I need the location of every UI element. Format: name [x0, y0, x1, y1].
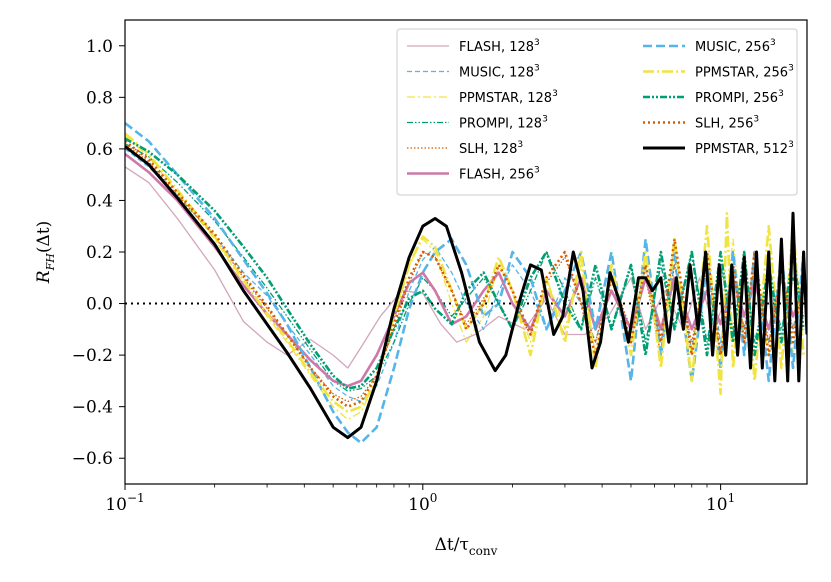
- series-line-ppmstar-512: [125, 145, 807, 440]
- y-tick-label: 0.8: [86, 88, 113, 108]
- legend-label: PROMPI, 1283: [459, 115, 548, 132]
- x-tick-label: 10−1: [105, 491, 144, 515]
- legend-label: FLASH, 1283: [459, 38, 540, 55]
- legend-label: FLASH, 2563: [459, 166, 540, 183]
- legend-label: PROMPI, 2563: [695, 89, 784, 106]
- series-line-music-256: [125, 122, 805, 445]
- legend-label: MUSIC, 1283: [459, 64, 540, 81]
- legend-label: SLH, 2563: [695, 115, 759, 132]
- series-line-slh-256: [125, 140, 805, 408]
- legend-label: PPMSTAR, 1283: [459, 89, 558, 106]
- y-tick-label: 0.4: [86, 191, 113, 211]
- legend-label: MUSIC, 2563: [695, 38, 776, 55]
- legend-label: PPMSTAR, 2563: [695, 64, 794, 81]
- series-line-ppmstar-256: [125, 132, 805, 414]
- legend-box: [396, 28, 798, 196]
- y-tick-label: 0.6: [86, 140, 113, 160]
- y-axis-title: RFH(Δt): [34, 221, 57, 284]
- y-tick-label: −0.6: [72, 449, 113, 469]
- y-tick-label: −0.4: [72, 398, 113, 418]
- y-tick-label: −0.2: [72, 346, 113, 366]
- legend-label: PPMSTAR, 5123: [695, 140, 794, 157]
- y-tick-label: 1.0: [86, 37, 113, 57]
- y-tick-label: 0.0: [86, 295, 113, 315]
- x-axis-title: Δt/τconv: [435, 535, 498, 558]
- y-tick-label: 0.2: [86, 243, 113, 263]
- x-tick-label: 101: [706, 491, 735, 515]
- x-tick-label: 100: [408, 491, 437, 515]
- legend-label: SLH, 1283: [459, 140, 523, 157]
